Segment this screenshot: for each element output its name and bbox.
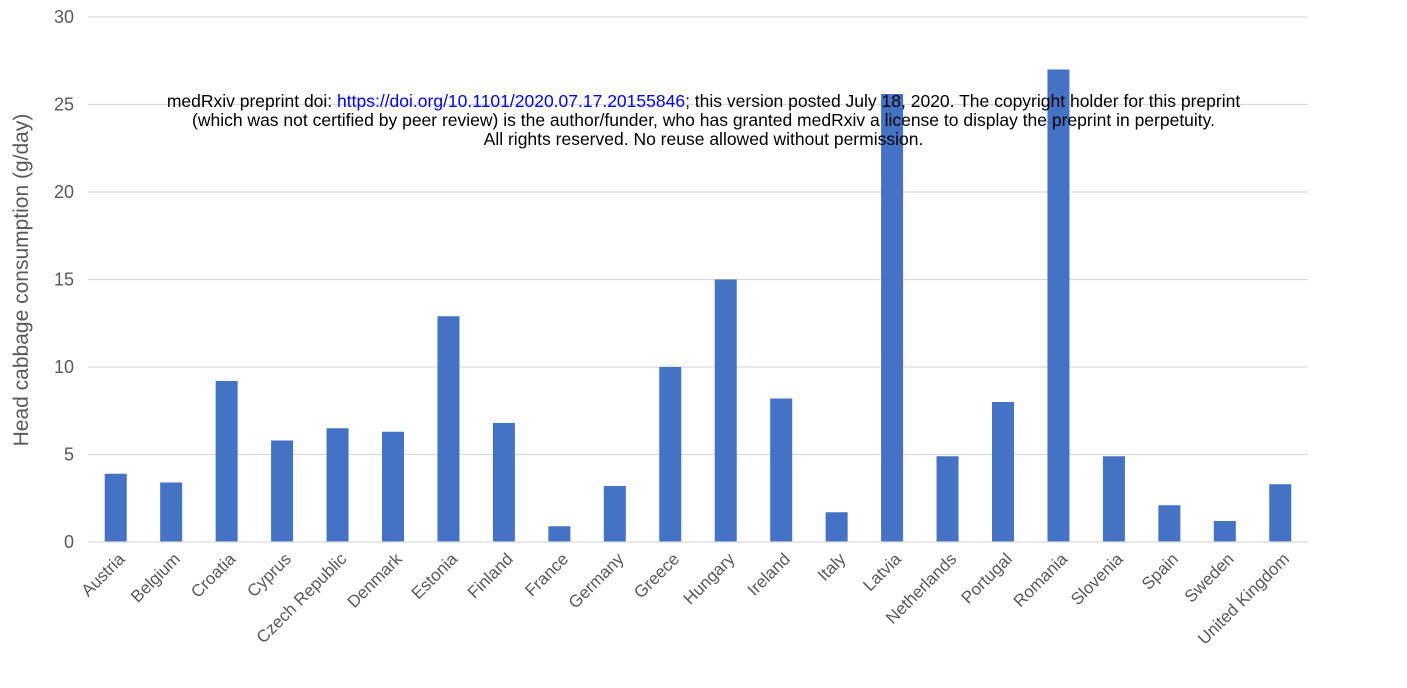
x-tick-label: Spain	[1138, 549, 1182, 593]
x-tick-label: Denmark	[344, 549, 407, 612]
bar-belgium	[160, 482, 183, 542]
bar-denmark	[382, 431, 404, 542]
x-tick-label: Estonia	[408, 549, 462, 603]
x-tick-label: France	[521, 549, 572, 600]
y-tick-label: 25	[54, 95, 74, 115]
y-tick-label: 0	[64, 532, 74, 552]
x-tick-label: Hungary	[680, 549, 739, 608]
x-tick-label: Cyprus	[243, 549, 295, 601]
bar-latvia	[881, 94, 904, 542]
bar-greece	[659, 367, 682, 542]
bars	[104, 69, 1292, 542]
preprint-notice-line-1: medRxiv preprint doi: https://doi.org/10…	[0, 92, 1407, 111]
bar-italy	[825, 512, 848, 542]
bar-spain	[1158, 505, 1181, 542]
bar-slovenia	[1102, 456, 1125, 542]
x-tick-label: Italy	[814, 549, 850, 585]
bar-czech-republic	[326, 428, 349, 542]
x-tick-label: Belgium	[127, 549, 184, 606]
y-axis-title: Head cabbage consumption (g/day)	[10, 114, 33, 447]
bar-romania	[1047, 69, 1070, 542]
y-tick-label: 10	[54, 357, 74, 377]
bar-portugal	[992, 402, 1014, 542]
x-tick-label: Germany	[565, 549, 628, 612]
doi-link[interactable]: https://doi.org/10.1101/2020.07.17.20155…	[337, 91, 686, 111]
bar-ireland	[770, 398, 793, 542]
x-tick-label: Sweden	[1181, 549, 1238, 606]
y-tick-label: 15	[54, 270, 74, 290]
bar-netherlands	[936, 456, 959, 542]
bar-sweden	[1213, 521, 1236, 542]
y-tick-label: 20	[54, 182, 74, 202]
bar-croatia	[215, 381, 238, 542]
preprint-notice-suffix: ; this version posted July 18, 2020. The…	[685, 91, 1241, 111]
y-axis-ticks: 0 5 10 15 20 25 30	[54, 7, 74, 552]
bar-germany	[603, 486, 626, 542]
gridlines	[88, 16, 1308, 456]
y-tick-label: 5	[64, 445, 74, 465]
x-tick-label: Slovenia	[1067, 549, 1127, 609]
bar-hungary	[714, 279, 737, 542]
bar-france	[548, 526, 571, 542]
preprint-notice-line-2: (which was not certified by peer review)…	[192, 110, 1215, 130]
y-tick-label: 30	[54, 7, 74, 27]
x-tick-label: Portugal	[958, 549, 1016, 607]
x-tick-label: Ireland	[744, 549, 794, 599]
x-tick-label: Latvia	[859, 549, 905, 595]
x-tick-label: Croatia	[187, 549, 240, 602]
bar-cyprus	[271, 440, 294, 542]
bar-austria	[104, 473, 127, 542]
x-tick-label: Greece	[630, 549, 683, 602]
x-tick-label: Austria	[78, 549, 129, 600]
x-tick-label: Romania	[1010, 549, 1072, 611]
preprint-notice: medRxiv preprint doi: https://doi.org/10…	[0, 92, 1407, 149]
x-tick-label: Finland	[464, 549, 517, 602]
preprint-notice-prefix: medRxiv preprint doi:	[166, 91, 338, 111]
bar-finland	[492, 423, 515, 542]
preprint-notice-line-3: All rights reserved. No reuse allowed wi…	[483, 129, 924, 149]
bar-united-kingdom	[1269, 484, 1292, 542]
bar-estonia	[437, 316, 460, 542]
